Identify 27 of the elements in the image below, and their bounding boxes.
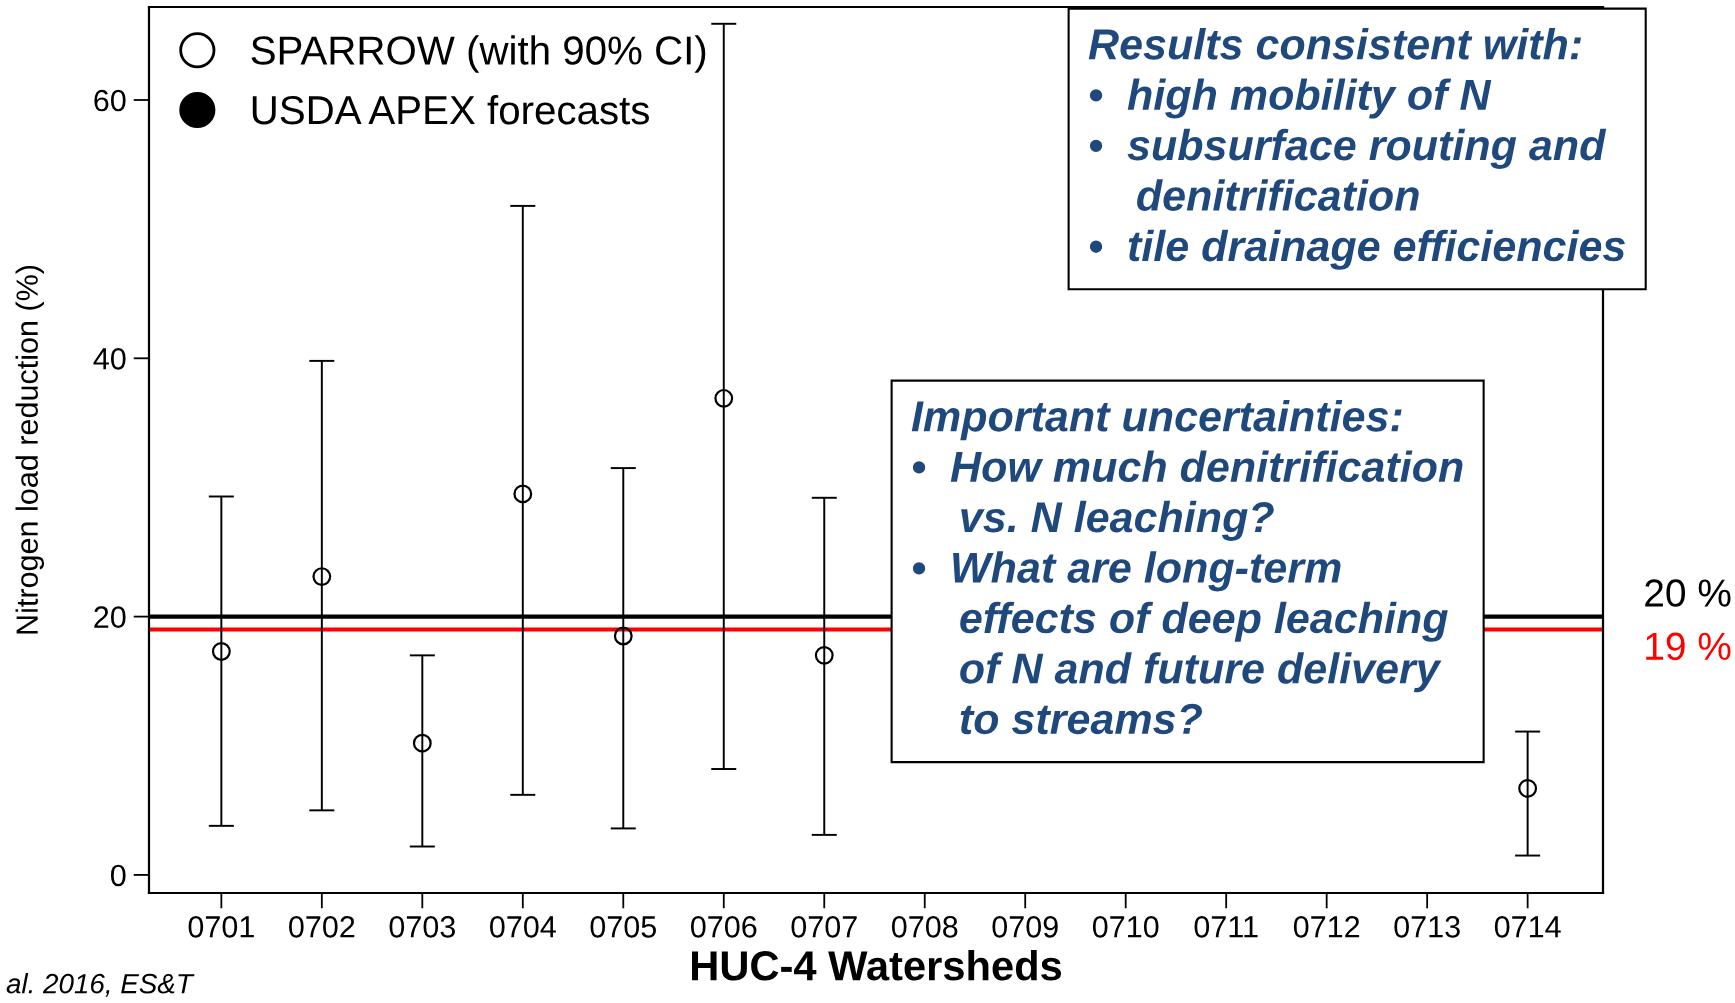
x-tick-label: 0706 bbox=[690, 916, 757, 938]
annotation: Important uncertainties: • How much denitrification vs. N leaching? • What are long-term effects of deep leaching of N and future delivery to streams? bbox=[911, 400, 1463, 735]
x-tick-label: 0703 bbox=[389, 916, 455, 938]
x-tick-label: 0704 bbox=[490, 916, 556, 938]
annotation: Results consistent with: • high mobility of N • subsurface routing and denitrification • tile drainage efficiencies bbox=[1088, 28, 1625, 270]
text: al. 2016, ES&T bbox=[6, 973, 195, 997]
y-tick-label: 60 bbox=[94, 89, 126, 112]
x-axis-title: HUC-4 Watersheds bbox=[692, 950, 1062, 981]
y-tick-label: 40 bbox=[93, 348, 126, 370]
x-tick-label: 0710 bbox=[1092, 916, 1159, 938]
x-tick-label: 0713 bbox=[1394, 916, 1460, 938]
x-tick-label: 0712 bbox=[1293, 916, 1360, 938]
x-tick-label: 0708 bbox=[891, 916, 958, 938]
x-tick-label: 0702 bbox=[289, 916, 355, 938]
x-tick-label: 0714 bbox=[1494, 916, 1561, 938]
x-tick-label: 0701 bbox=[188, 916, 254, 938]
y-tick-label: 0 bbox=[110, 864, 126, 887]
x-tick-label: 0705 bbox=[590, 916, 656, 938]
x-tick-label: 0711 bbox=[1194, 916, 1258, 938]
x-tick-label: 0707 bbox=[791, 916, 857, 938]
y-tick-label: 20 bbox=[94, 606, 126, 628]
ref-line-label: 19 % bbox=[1646, 632, 1731, 661]
y-axis-title: Nitrogen load reduction (%) bbox=[15, 265, 44, 634]
ref-line-label: 20 % bbox=[1645, 579, 1731, 607]
legend-label: USDA APEX forecasts bbox=[252, 94, 649, 125]
legend-label: SPARROW (with 90% CI) bbox=[251, 35, 706, 73]
x-tick-label: 0709 bbox=[992, 916, 1058, 938]
